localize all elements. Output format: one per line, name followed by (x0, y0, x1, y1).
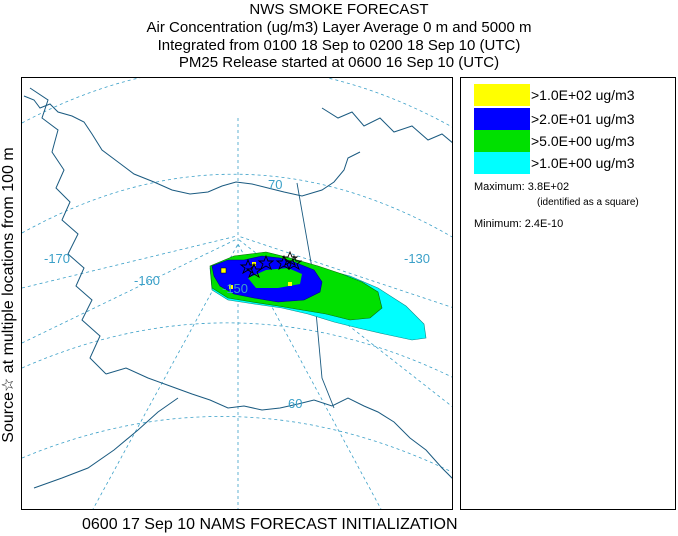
legend-item-cyan: >1.0E+00 ug/m3 (474, 152, 674, 174)
meridian-180 (22, 235, 238, 289)
legend-swatch-cyan (474, 152, 530, 174)
legend-panel: >1.0E+02 ug/m3 >2.0E+01 ug/m3 >5.0E+00 u… (460, 77, 676, 510)
source-markers (239, 250, 303, 279)
coastline (23, 87, 452, 489)
yukon-border (296, 182, 335, 409)
maximum-note: (identified as a square) (537, 197, 639, 208)
integration-period: Integrated from 0100 18 Sep to 0200 18 S… (157, 37, 521, 54)
lat-label-60: 60 (288, 396, 302, 411)
alaska-west-coast (29, 87, 107, 375)
forecast-initialization: 0600 17 Sep 10 NAMS FORECAST INITIALIZAT… (82, 516, 458, 533)
concentration-subtitle: Air Concentration (ug/m3) Layer Average … (146, 19, 532, 36)
meridian-170 (22, 238, 238, 344)
lat-60-arc (22, 322, 452, 378)
source-star-3 (257, 254, 275, 271)
lon-label-170: -170 (44, 251, 70, 266)
maximum-value: Maximum: 3.8E+02 (474, 181, 570, 193)
legend-label-green: >5.0E+00 ug/m3 (531, 133, 635, 149)
maximum-square (220, 267, 227, 274)
minimum-value: Minimum: 2.4E-10 (474, 218, 564, 230)
lon-label-150: -150 (222, 281, 248, 296)
source-star-2 (245, 262, 263, 279)
release-start: PM25 Release started at 0600 16 Sep 10 (… (178, 54, 500, 71)
legend-swatch-yellow (474, 84, 530, 106)
canada-islands (321, 107, 452, 143)
lat-70-arc (22, 78, 452, 128)
map-canvas: -170 -160 -150 -130 70 60 (22, 78, 452, 509)
legend-swatch-green (474, 130, 530, 152)
lon-label-160: -160 (134, 273, 160, 288)
legend-label-yellow: >1.0E+02 ug/m3 (531, 87, 635, 103)
alaska-arctic-coast (23, 95, 361, 197)
smoke-plume (209, 251, 427, 341)
alaska-south-coast (105, 367, 452, 479)
legend-item-yellow: >1.0E+02 ug/m3 (474, 84, 674, 106)
forecast-title: NWS SMOKE FORECAST (249, 1, 429, 18)
lon-label-130: -130 (404, 251, 430, 266)
lat-label-70: 70 (268, 177, 282, 192)
meridian-120 (237, 235, 452, 308)
source-star-6 (275, 254, 293, 271)
legend-item-blue: >2.0E+01 ug/m3 (474, 108, 674, 130)
legend-label-cyan: >1.0E+00 ug/m3 (531, 155, 635, 171)
aleutian-chain (33, 397, 179, 489)
plume-cell-2 (288, 282, 292, 286)
lat-55-arc (22, 416, 452, 473)
plume-cell-1 (229, 285, 233, 289)
legend-label-blue: >2.0E+01 ug/m3 (531, 111, 635, 127)
map-panel: -170 -160 -150 -130 70 60 (21, 77, 453, 510)
legend-swatch-blue (474, 108, 530, 130)
lat-65-arc (22, 173, 452, 238)
source-description: Source☆ at multiple locations from 100 m (0, 147, 17, 443)
legend-item-green: >5.0E+00 ug/m3 (474, 130, 674, 152)
